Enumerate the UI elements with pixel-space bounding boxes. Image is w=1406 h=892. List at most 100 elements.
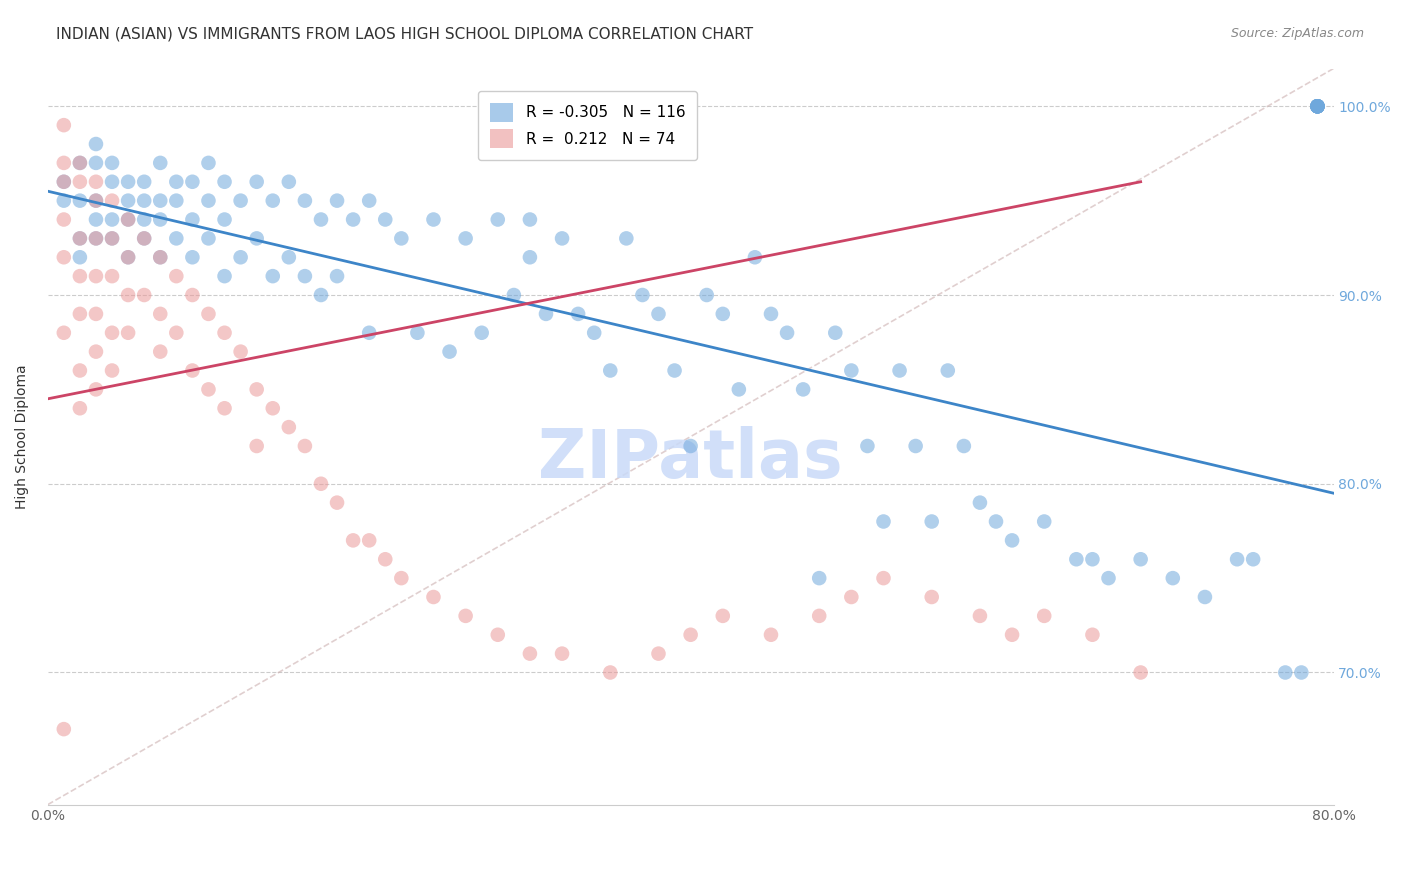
Indians (Asian) — [1306, 99, 1329, 113]
Indians (Asian) — [84, 136, 107, 151]
Indians (Asian) — [309, 212, 332, 227]
Indians (Asian) — [277, 175, 299, 189]
Immigrants from Laos — [84, 175, 107, 189]
Indians (Asian) — [1129, 552, 1152, 566]
Indians (Asian) — [727, 383, 749, 397]
Indians (Asian) — [953, 439, 976, 453]
Immigrants from Laos — [711, 608, 734, 623]
Indians (Asian) — [1033, 515, 1056, 529]
Indians (Asian) — [776, 326, 799, 340]
Indians (Asian) — [1306, 99, 1329, 113]
Indians (Asian) — [134, 194, 156, 208]
Immigrants from Laos — [1129, 665, 1152, 680]
Indians (Asian) — [969, 495, 991, 509]
Indians (Asian) — [454, 231, 477, 245]
Indians (Asian) — [502, 288, 524, 302]
Indians (Asian) — [1306, 99, 1329, 113]
Indians (Asian) — [1306, 99, 1329, 113]
Indians (Asian) — [214, 175, 236, 189]
Indians (Asian) — [69, 231, 91, 245]
Immigrants from Laos — [117, 212, 139, 227]
Immigrants from Laos — [679, 628, 702, 642]
Indians (Asian) — [921, 515, 943, 529]
Indians (Asian) — [711, 307, 734, 321]
Indians (Asian) — [389, 231, 412, 245]
Immigrants from Laos — [52, 212, 75, 227]
Indians (Asian) — [631, 288, 654, 302]
Immigrants from Laos — [149, 344, 172, 359]
Indians (Asian) — [1001, 533, 1024, 548]
Indians (Asian) — [246, 231, 269, 245]
Immigrants from Laos — [69, 363, 91, 377]
Immigrants from Laos — [246, 439, 269, 453]
Indians (Asian) — [229, 250, 252, 264]
Indians (Asian) — [792, 383, 814, 397]
Indians (Asian) — [84, 194, 107, 208]
Text: ZIPatlas: ZIPatlas — [538, 425, 844, 491]
Immigrants from Laos — [1033, 608, 1056, 623]
Immigrants from Laos — [921, 590, 943, 604]
Indians (Asian) — [342, 212, 364, 227]
Immigrants from Laos — [389, 571, 412, 585]
Immigrants from Laos — [551, 647, 574, 661]
Indians (Asian) — [326, 194, 349, 208]
Immigrants from Laos — [277, 420, 299, 434]
Indians (Asian) — [406, 326, 429, 340]
Immigrants from Laos — [69, 231, 91, 245]
Immigrants from Laos — [69, 175, 91, 189]
Indians (Asian) — [149, 250, 172, 264]
Indians (Asian) — [262, 194, 284, 208]
Immigrants from Laos — [84, 194, 107, 208]
Indians (Asian) — [117, 175, 139, 189]
Text: Source: ZipAtlas.com: Source: ZipAtlas.com — [1230, 27, 1364, 40]
Immigrants from Laos — [69, 156, 91, 170]
Immigrants from Laos — [165, 326, 187, 340]
Immigrants from Laos — [84, 269, 107, 284]
Indians (Asian) — [52, 194, 75, 208]
Immigrants from Laos — [181, 288, 204, 302]
Indians (Asian) — [808, 571, 831, 585]
Indians (Asian) — [1306, 99, 1329, 113]
Immigrants from Laos — [422, 590, 444, 604]
Immigrants from Laos — [134, 288, 156, 302]
Indians (Asian) — [262, 269, 284, 284]
Indians (Asian) — [165, 175, 187, 189]
Indians (Asian) — [117, 250, 139, 264]
Immigrants from Laos — [808, 608, 831, 623]
Indians (Asian) — [614, 231, 637, 245]
Indians (Asian) — [197, 194, 219, 208]
Indians (Asian) — [197, 231, 219, 245]
Indians (Asian) — [664, 363, 686, 377]
Indians (Asian) — [101, 156, 124, 170]
Indians (Asian) — [149, 194, 172, 208]
Immigrants from Laos — [52, 326, 75, 340]
Indians (Asian) — [1306, 99, 1329, 113]
Immigrants from Laos — [841, 590, 863, 604]
Immigrants from Laos — [519, 647, 541, 661]
Indians (Asian) — [534, 307, 557, 321]
Immigrants from Laos — [647, 647, 669, 661]
Immigrants from Laos — [149, 307, 172, 321]
Indians (Asian) — [197, 156, 219, 170]
Indians (Asian) — [486, 212, 509, 227]
Indians (Asian) — [149, 156, 172, 170]
Indians (Asian) — [1097, 571, 1119, 585]
Immigrants from Laos — [1001, 628, 1024, 642]
Immigrants from Laos — [181, 363, 204, 377]
Immigrants from Laos — [374, 552, 396, 566]
Indians (Asian) — [229, 194, 252, 208]
Indians (Asian) — [374, 212, 396, 227]
Immigrants from Laos — [52, 250, 75, 264]
Immigrants from Laos — [1081, 628, 1104, 642]
Immigrants from Laos — [197, 383, 219, 397]
Indians (Asian) — [1306, 99, 1329, 113]
Immigrants from Laos — [246, 383, 269, 397]
Indians (Asian) — [889, 363, 911, 377]
Immigrants from Laos — [262, 401, 284, 416]
Immigrants from Laos — [214, 401, 236, 416]
Indians (Asian) — [519, 212, 541, 227]
Immigrants from Laos — [309, 476, 332, 491]
Y-axis label: High School Diploma: High School Diploma — [15, 364, 30, 508]
Indians (Asian) — [984, 515, 1007, 529]
Indians (Asian) — [246, 175, 269, 189]
